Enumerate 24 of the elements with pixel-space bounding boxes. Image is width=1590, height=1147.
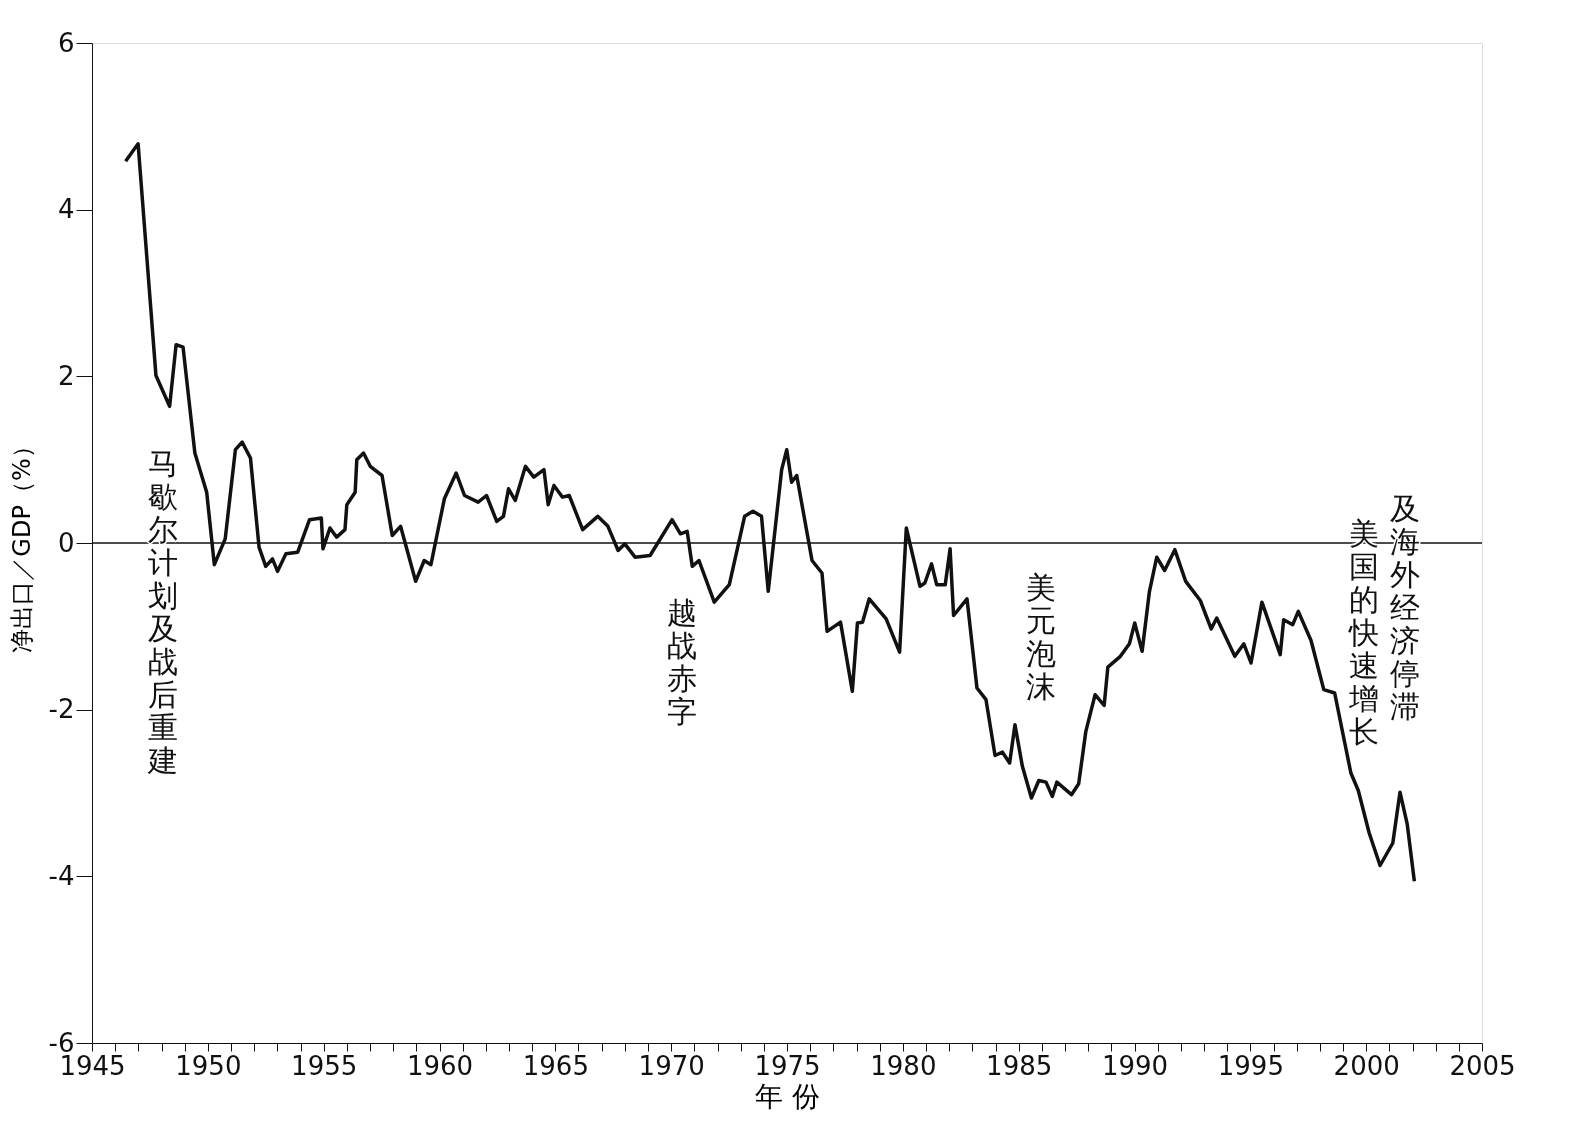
x-tick-label: 1950 [175,1050,242,1081]
y-tick-label: -4 [48,860,75,891]
x-tick-label: 2000 [1333,1050,1400,1081]
x-tick-label: 1965 [522,1050,589,1081]
x-tick-label: 1975 [754,1050,821,1081]
x-tick-label: 1970 [638,1050,705,1081]
x-tick-label: 1990 [1101,1050,1169,1081]
x-tick-label: 1955 [291,1050,358,1081]
x-tick-label: 1985 [986,1050,1053,1081]
x-tick-label: 1995 [1217,1050,1284,1081]
annotation: 美元泡沫 [1026,570,1056,704]
y-tick-label: 2 [57,360,75,391]
annotation: 美国的快速增长 [1348,516,1379,749]
x-tick-label: 1980 [870,1050,937,1081]
y-tick-label: 0 [57,527,75,558]
y-axis-title: 净出口／GDP（%） [7,434,36,653]
x-tick-label: 2005 [1449,1050,1516,1081]
text: 马歇尔计划及战后重建 [148,446,178,778]
x-tick-label: 1960 [406,1050,474,1081]
annotation: 越战赤字 [667,595,697,729]
y-tick-label: 6 [57,27,75,58]
y-tick-label: -2 [48,694,75,725]
y-tick-label: 4 [57,194,75,225]
x-axis-title: 年 份 [755,1079,820,1113]
